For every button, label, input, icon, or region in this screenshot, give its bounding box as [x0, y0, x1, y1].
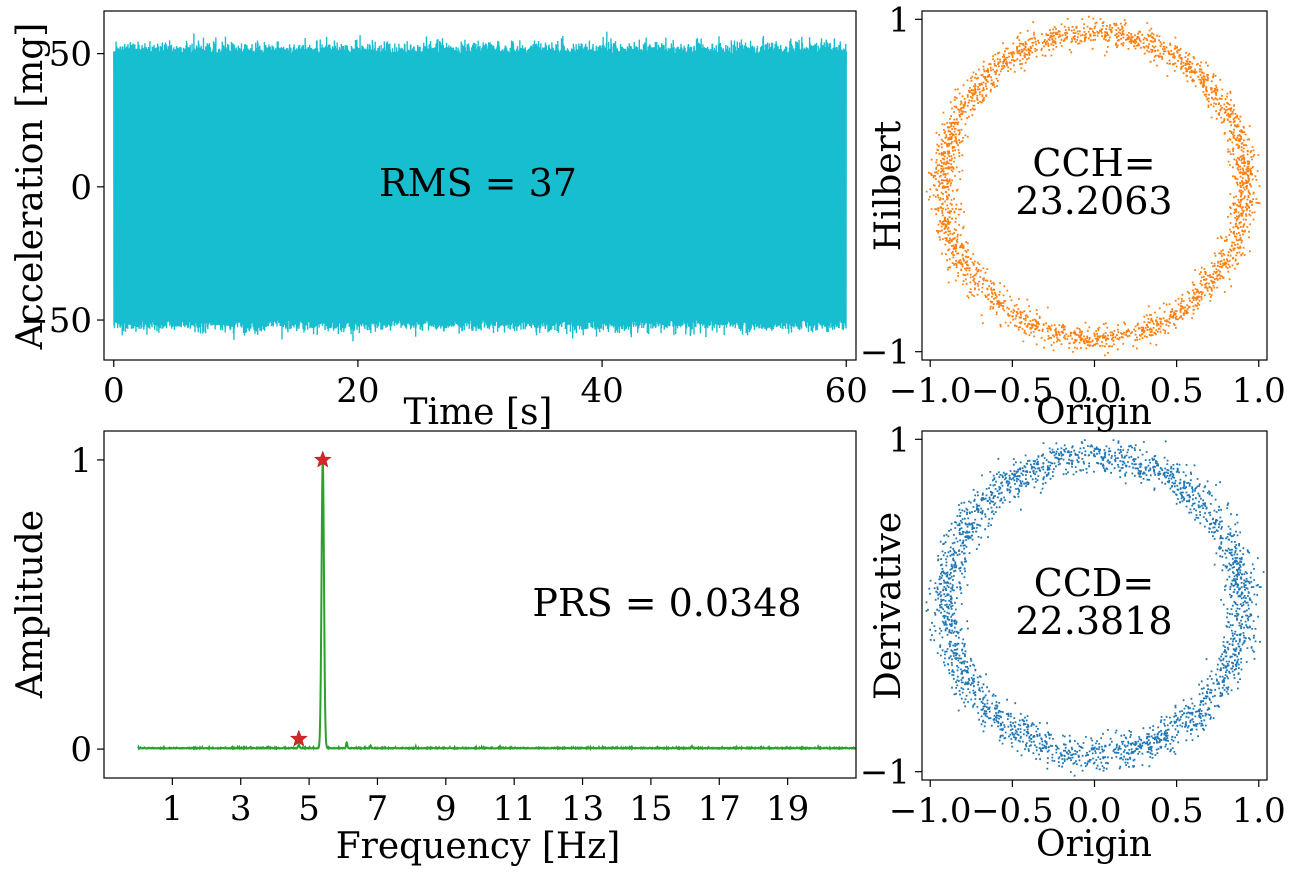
hilbert-annotation-line-1: CCH=	[1032, 141, 1155, 185]
spectrum-peak-marker	[289, 729, 308, 747]
hilbert-xtick-label: −1.0	[889, 371, 972, 411]
hilbert-ticks: −1.0 −0.5 0.0 0.5 1.0 −1 1	[860, 0, 1286, 411]
spectrum-peak-marker	[313, 450, 332, 468]
spectrum-xlabel: Frequency [Hz]	[336, 826, 621, 867]
signal-ytick-label: 0	[70, 168, 92, 208]
signal-ytick-label: −50	[20, 301, 92, 341]
derivative-panel: −1.0 −0.5 0.0 0.5 1.0 −1 1 Origin Derivative C…	[860, 420, 1286, 865]
signal-xtick-label: 0	[103, 371, 125, 411]
signal-xtick-label: 20	[336, 371, 379, 411]
spectrum-ytick-label: 1	[70, 441, 92, 481]
signal-panel: 0 20 40 60 −50 0 50 Time [s] Acceleration [mg]…	[10, 10, 868, 433]
derivative-ylabel: Derivative	[868, 512, 909, 700]
spectrum-ytick-label: 0	[70, 730, 92, 770]
hilbert-xtick-label: 0.0	[1067, 371, 1121, 411]
spectrum-xtick-label: 7	[367, 789, 389, 829]
hilbert-ytick-label: 1	[888, 0, 910, 40]
derivative-xtick-label: −0.5	[971, 791, 1054, 831]
derivative-scatter-points	[925, 439, 1265, 777]
derivative-xtick-label: 0.5	[1150, 791, 1204, 831]
derivative-xtick-label: −1.0	[889, 791, 972, 831]
spectrum-series-line	[137, 459, 856, 752]
spectrum-xtick-label: 19	[766, 789, 809, 829]
derivative-xlabel: Origin	[1036, 824, 1152, 865]
derivative-ytick-label: 1	[888, 420, 910, 460]
spectrum-ylabel: Amplitude	[10, 510, 51, 699]
derivative-annotation-line-2: 22.3818	[1015, 599, 1172, 643]
derivative-xtick-label: 0.0	[1067, 791, 1121, 831]
hilbert-ylabel: Hilbert	[868, 120, 909, 251]
derivative-annotation-line-1: CCD=	[1034, 561, 1154, 605]
signal-ticks: 0 20 40 60 −50 0 50	[20, 35, 868, 411]
hilbert-panel: −1.0 −0.5 0.0 0.5 1.0 −1 1 Origin Hilbert CCH=…	[860, 0, 1286, 433]
hilbert-plot-area	[925, 15, 1261, 357]
spectrum-axes-frame	[103, 430, 857, 779]
derivative-ticks: −1.0 −0.5 0.0 0.5 1.0 −1 1	[860, 420, 1286, 831]
spectrum-xtick-label: 9	[435, 789, 457, 829]
spectrum-markers	[289, 450, 332, 747]
hilbert-xlabel: Origin	[1036, 392, 1152, 433]
spectrum-plot-area	[137, 459, 856, 752]
hilbert-ytick-label: −1	[860, 333, 910, 373]
spectrum-xtick-label: 5	[298, 789, 320, 829]
hilbert-xtick-label: −0.5	[971, 371, 1054, 411]
signal-ylabel: Acceleration [mg]	[10, 23, 51, 351]
signal-xtick-label: 40	[580, 371, 623, 411]
spectrum-xtick-label: 11	[493, 789, 536, 829]
spectrum-xtick-label: 1	[162, 789, 184, 829]
signal-plot-area	[113, 31, 847, 342]
derivative-xtick-label: 1.0	[1232, 791, 1286, 831]
signal-xlabel: Time [s]	[404, 392, 553, 433]
signal-annotation: RMS = 37	[379, 161, 577, 205]
spectrum-xtick-label: 15	[629, 789, 672, 829]
signal-xtick-label: 60	[825, 371, 868, 411]
spectrum-annotation: PRS = 0.0348	[532, 581, 801, 625]
signal-ytick-label: 50	[49, 35, 92, 75]
spectrum-xtick-label: 17	[698, 789, 741, 829]
hilbert-scatter-points	[925, 15, 1261, 357]
hilbert-xtick-label: 0.5	[1150, 371, 1204, 411]
signal-axes-frame	[103, 10, 857, 361]
spectrum-xtick-label: 13	[561, 789, 604, 829]
spectrum-xtick-label: 3	[230, 789, 252, 829]
hilbert-annotation-line-2: 23.2063	[1015, 179, 1172, 223]
hilbert-xtick-label: 1.0	[1232, 371, 1286, 411]
derivative-ytick-label: −1	[860, 753, 910, 793]
derivative-plot-area	[925, 439, 1265, 777]
signal-series-line	[113, 31, 847, 342]
